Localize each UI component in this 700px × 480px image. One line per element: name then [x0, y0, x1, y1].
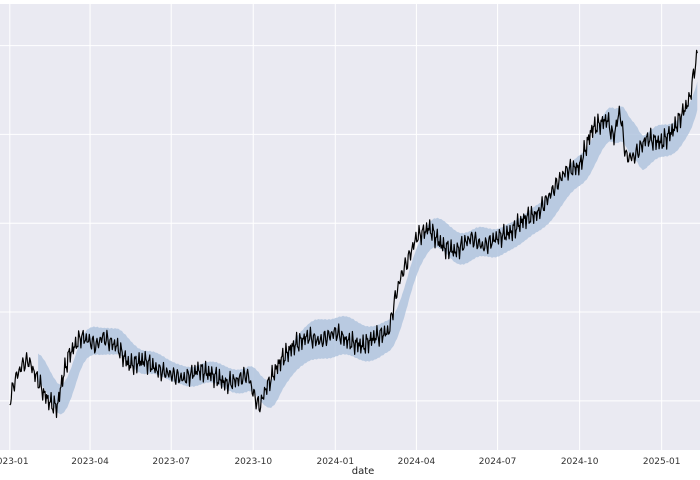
x-tick-label: 2023-01: [0, 457, 29, 467]
x-tick-label: 2023-04: [71, 457, 109, 467]
x-tick-label: 2023-07: [152, 457, 190, 467]
x-tick-label: 2024-07: [479, 457, 517, 467]
grid: [0, 4, 700, 450]
x-tick-labels: 2023-01 2023-04 2023-07 2023-10 2024-01 2024-…: [0, 457, 680, 467]
x-axis-label: date: [352, 466, 375, 477]
series-line: [9, 49, 698, 419]
x-tick-label: 2023-10: [234, 457, 272, 467]
x-tick-label: 2024-01: [316, 457, 354, 467]
x-tick-label: 2024-10: [561, 457, 599, 467]
plot-background: [0, 4, 700, 450]
x-tick-label: 2024-04: [398, 457, 436, 467]
x-tick-label: 2025-01: [643, 457, 681, 467]
